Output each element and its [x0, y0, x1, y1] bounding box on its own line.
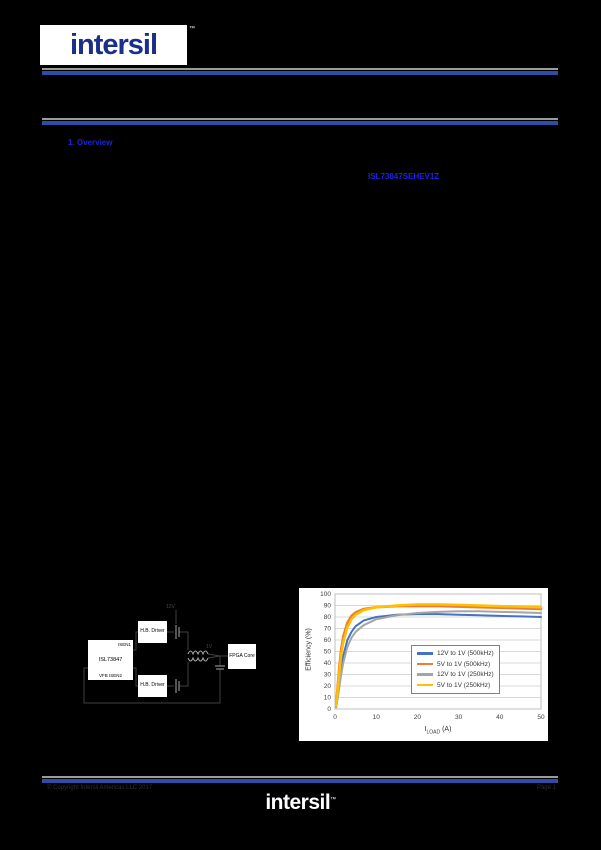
capacitor-symbol: [215, 665, 225, 670]
chip-pin-label: VFB ISEN2: [98, 672, 122, 678]
x-tick-label: 30: [455, 714, 463, 721]
inductor-symbol: [187, 656, 209, 662]
x-tick-label: 10: [373, 714, 381, 721]
efficiency-chart: 0 10 20 30 40 50 60 70 80 90 100 0 10 20 30 40 50 Effici…: [299, 588, 548, 741]
legend-item: 5V to 1V (500kHz): [417, 661, 494, 668]
x-axis-title-sub: LOAD: [426, 729, 441, 736]
driver-label: H.B. Driver: [140, 682, 165, 689]
y-tick-label: 10: [324, 695, 332, 702]
chart-legend: 12V to 1V (500kHz) 5V to 1V (500kHz) 12V t…: [411, 645, 500, 694]
y-tick-label: 80: [324, 614, 332, 621]
legend-swatch: [417, 683, 433, 687]
divider-gray-line: [42, 68, 558, 70]
y-tick-label: 0: [327, 706, 331, 713]
y-tick-label: 100: [320, 591, 331, 598]
trademark-symbol: ™: [330, 797, 336, 803]
intersil-footer-logo-text: intersil: [265, 791, 331, 814]
half-bridge-driver-box: H.B. Driver: [138, 621, 167, 643]
x-axis-title-main: I: [424, 726, 427, 733]
section-heading-link[interactable]: 1. Overview: [68, 138, 113, 147]
x-axis-title: ILOAD (A): [335, 726, 541, 735]
chip-pin-label: ISEN1: [117, 642, 131, 647]
x-tick-label: 0: [333, 714, 337, 721]
mosfet-symbol: [175, 625, 180, 693]
y-tick-label: 90: [324, 603, 332, 610]
footer-page-number: Page 1: [536, 785, 556, 791]
y-tick-label: 20: [324, 683, 332, 690]
legend-swatch: [417, 673, 433, 676]
series-line: [334, 603, 543, 707]
legend-item: 12V to 1V (500kHz): [417, 650, 494, 657]
trademark-symbol: ™: [189, 26, 195, 32]
plot-border: [334, 593, 542, 710]
y-tick-label: 60: [324, 637, 332, 644]
title-divider-rule: [42, 118, 558, 125]
y-tick-label: 70: [324, 626, 332, 633]
divider-blue-line: [42, 121, 558, 125]
divider-blue-line: [42, 71, 558, 75]
controller-chip-box: ISEN1 ISL73847 VFB ISEN2: [88, 640, 133, 680]
fpga-core-box: FPGA Core: [228, 644, 256, 669]
legend-label: 12V to 1V (250kHz): [437, 671, 494, 678]
legend-label: 5V to 1V (250kHz): [437, 681, 491, 689]
y-axis-title: Efficiency (%): [305, 628, 313, 671]
x-axis-title-unit: (A): [440, 726, 452, 733]
half-bridge-driver-box: H.B. Driver: [138, 675, 167, 697]
legend-swatch: [417, 662, 433, 666]
part-number-link[interactable]: ISL73847SEHEV1Z: [368, 172, 440, 181]
intersil-footer-logo: intersil™: [0, 791, 601, 815]
divider-gray-line: [42, 776, 558, 778]
legend-label: 12V to 1V (500kHz): [437, 650, 494, 657]
wires: [83, 610, 228, 704]
legend-swatch: [417, 652, 433, 655]
intersil-logo: intersil: [40, 25, 187, 65]
driver-label: H.B. Driver: [140, 628, 165, 635]
divider-gray-line: [42, 118, 558, 120]
y-tick-label: 40: [324, 660, 332, 667]
legend-item: 5V to 1V (250kHz): [417, 682, 494, 689]
footer-copyright: © Copyright Intersil Americas LLC 2017: [47, 785, 153, 791]
x-tick-label: 40: [496, 714, 504, 721]
divider-blue-line: [42, 779, 558, 783]
fpga-label: FPGA Core: [229, 652, 255, 659]
circuit-wiring: 12V 1V: [83, 604, 228, 704]
legend-item: 12V to 1V (250kHz): [417, 671, 494, 678]
y-tick-label: 50: [324, 649, 332, 656]
x-tick-label: 20: [414, 714, 422, 721]
intersil-logo-text: intersil: [69, 28, 158, 61]
chip-name-label: ISL73847: [98, 656, 123, 663]
net-label-vout: 1V: [206, 644, 213, 650]
series-line: [335, 610, 542, 709]
application-circuit-diagram: 12V 1V ISEN1 ISL73847 VFB ISEN2 H.B. Dri…: [60, 598, 295, 738]
net-label-vin: 12V: [166, 604, 176, 610]
legend-label: 5V to 1V (500kHz): [437, 660, 491, 668]
footer-divider-rule: [42, 776, 558, 783]
header-divider-rule: [42, 68, 558, 75]
y-tick-label: 30: [324, 672, 332, 679]
x-tick-label: 50: [537, 714, 545, 721]
inductor-symbol: [187, 650, 209, 656]
